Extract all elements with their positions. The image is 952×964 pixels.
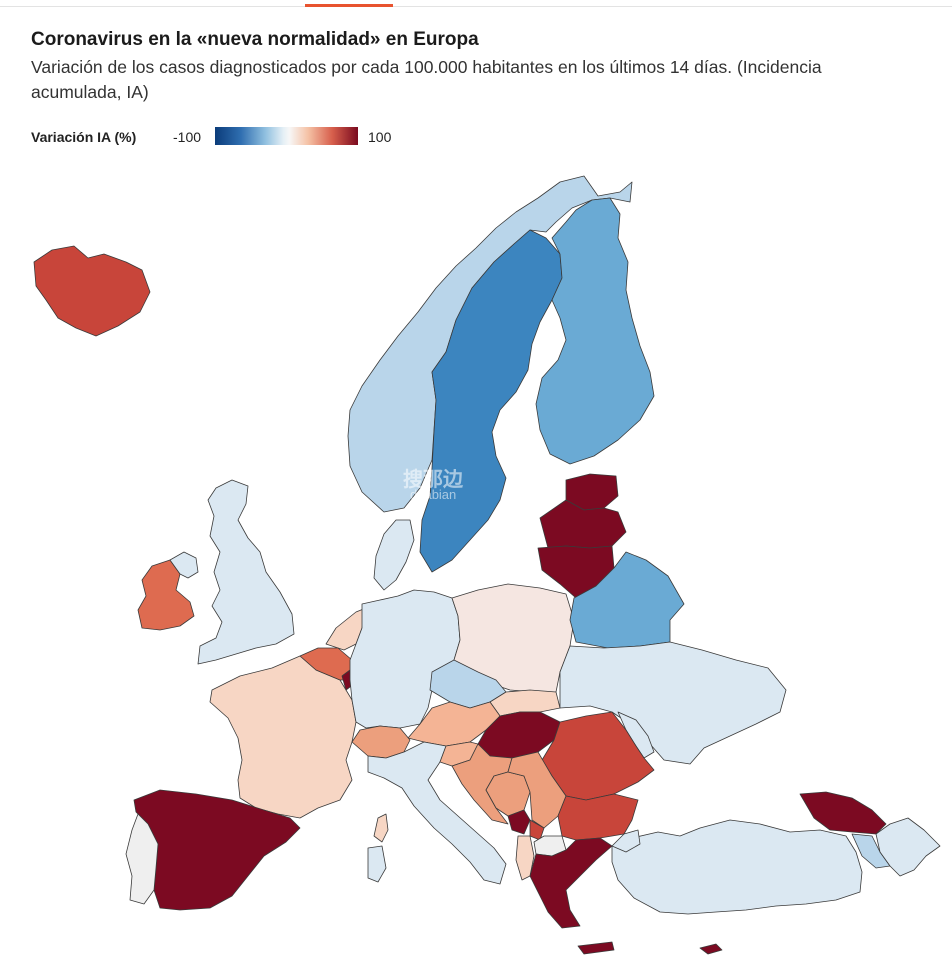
country-turkey-thrace[interactable] — [611, 829, 641, 853]
active-tab-indicator — [305, 4, 393, 7]
country-greece[interactable] — [529, 837, 613, 929]
country-azerbaijan[interactable] — [875, 817, 941, 877]
watermark-subtext: dnabian — [410, 487, 457, 502]
country-sardinia[interactable] — [367, 845, 387, 883]
country-turkey[interactable] — [611, 819, 863, 915]
legend-max-label: 100 — [368, 129, 392, 145]
country-northern-ireland[interactable] — [169, 551, 199, 579]
chart-title: Coronavirus en la «nueva normalidad» en … — [31, 29, 479, 50]
top-nav-bar — [0, 0, 952, 7]
country-italy[interactable] — [367, 741, 507, 885]
country-belarus[interactable] — [569, 551, 685, 649]
chart-subtitle: Variación de los casos diagnosticados po… — [31, 57, 822, 102]
legend-color-ramp — [215, 127, 358, 145]
country-corsica[interactable] — [373, 813, 389, 843]
country-portugal[interactable] — [125, 813, 159, 905]
legend-label: Variación IA (%) — [31, 129, 137, 145]
country-france[interactable] — [209, 655, 357, 819]
europe-map — [33, 175, 941, 955]
country-sweden[interactable] — [419, 229, 563, 573]
country-germany[interactable] — [349, 589, 461, 729]
watermark-text: 搜那边 — [403, 469, 463, 491]
country-united-kingdom[interactable] — [197, 479, 295, 665]
country-montenegro[interactable] — [507, 809, 531, 835]
country-greece-crete[interactable] — [577, 941, 615, 955]
legend-min-label: -100 — [173, 129, 202, 145]
country-cyprus[interactable] — [699, 943, 723, 955]
country-iceland[interactable] — [33, 245, 151, 337]
country-norway[interactable] — [347, 175, 633, 513]
country-finland[interactable] — [535, 197, 655, 465]
country-denmark[interactable] — [373, 519, 415, 591]
country-georgia[interactable] — [799, 791, 887, 835]
